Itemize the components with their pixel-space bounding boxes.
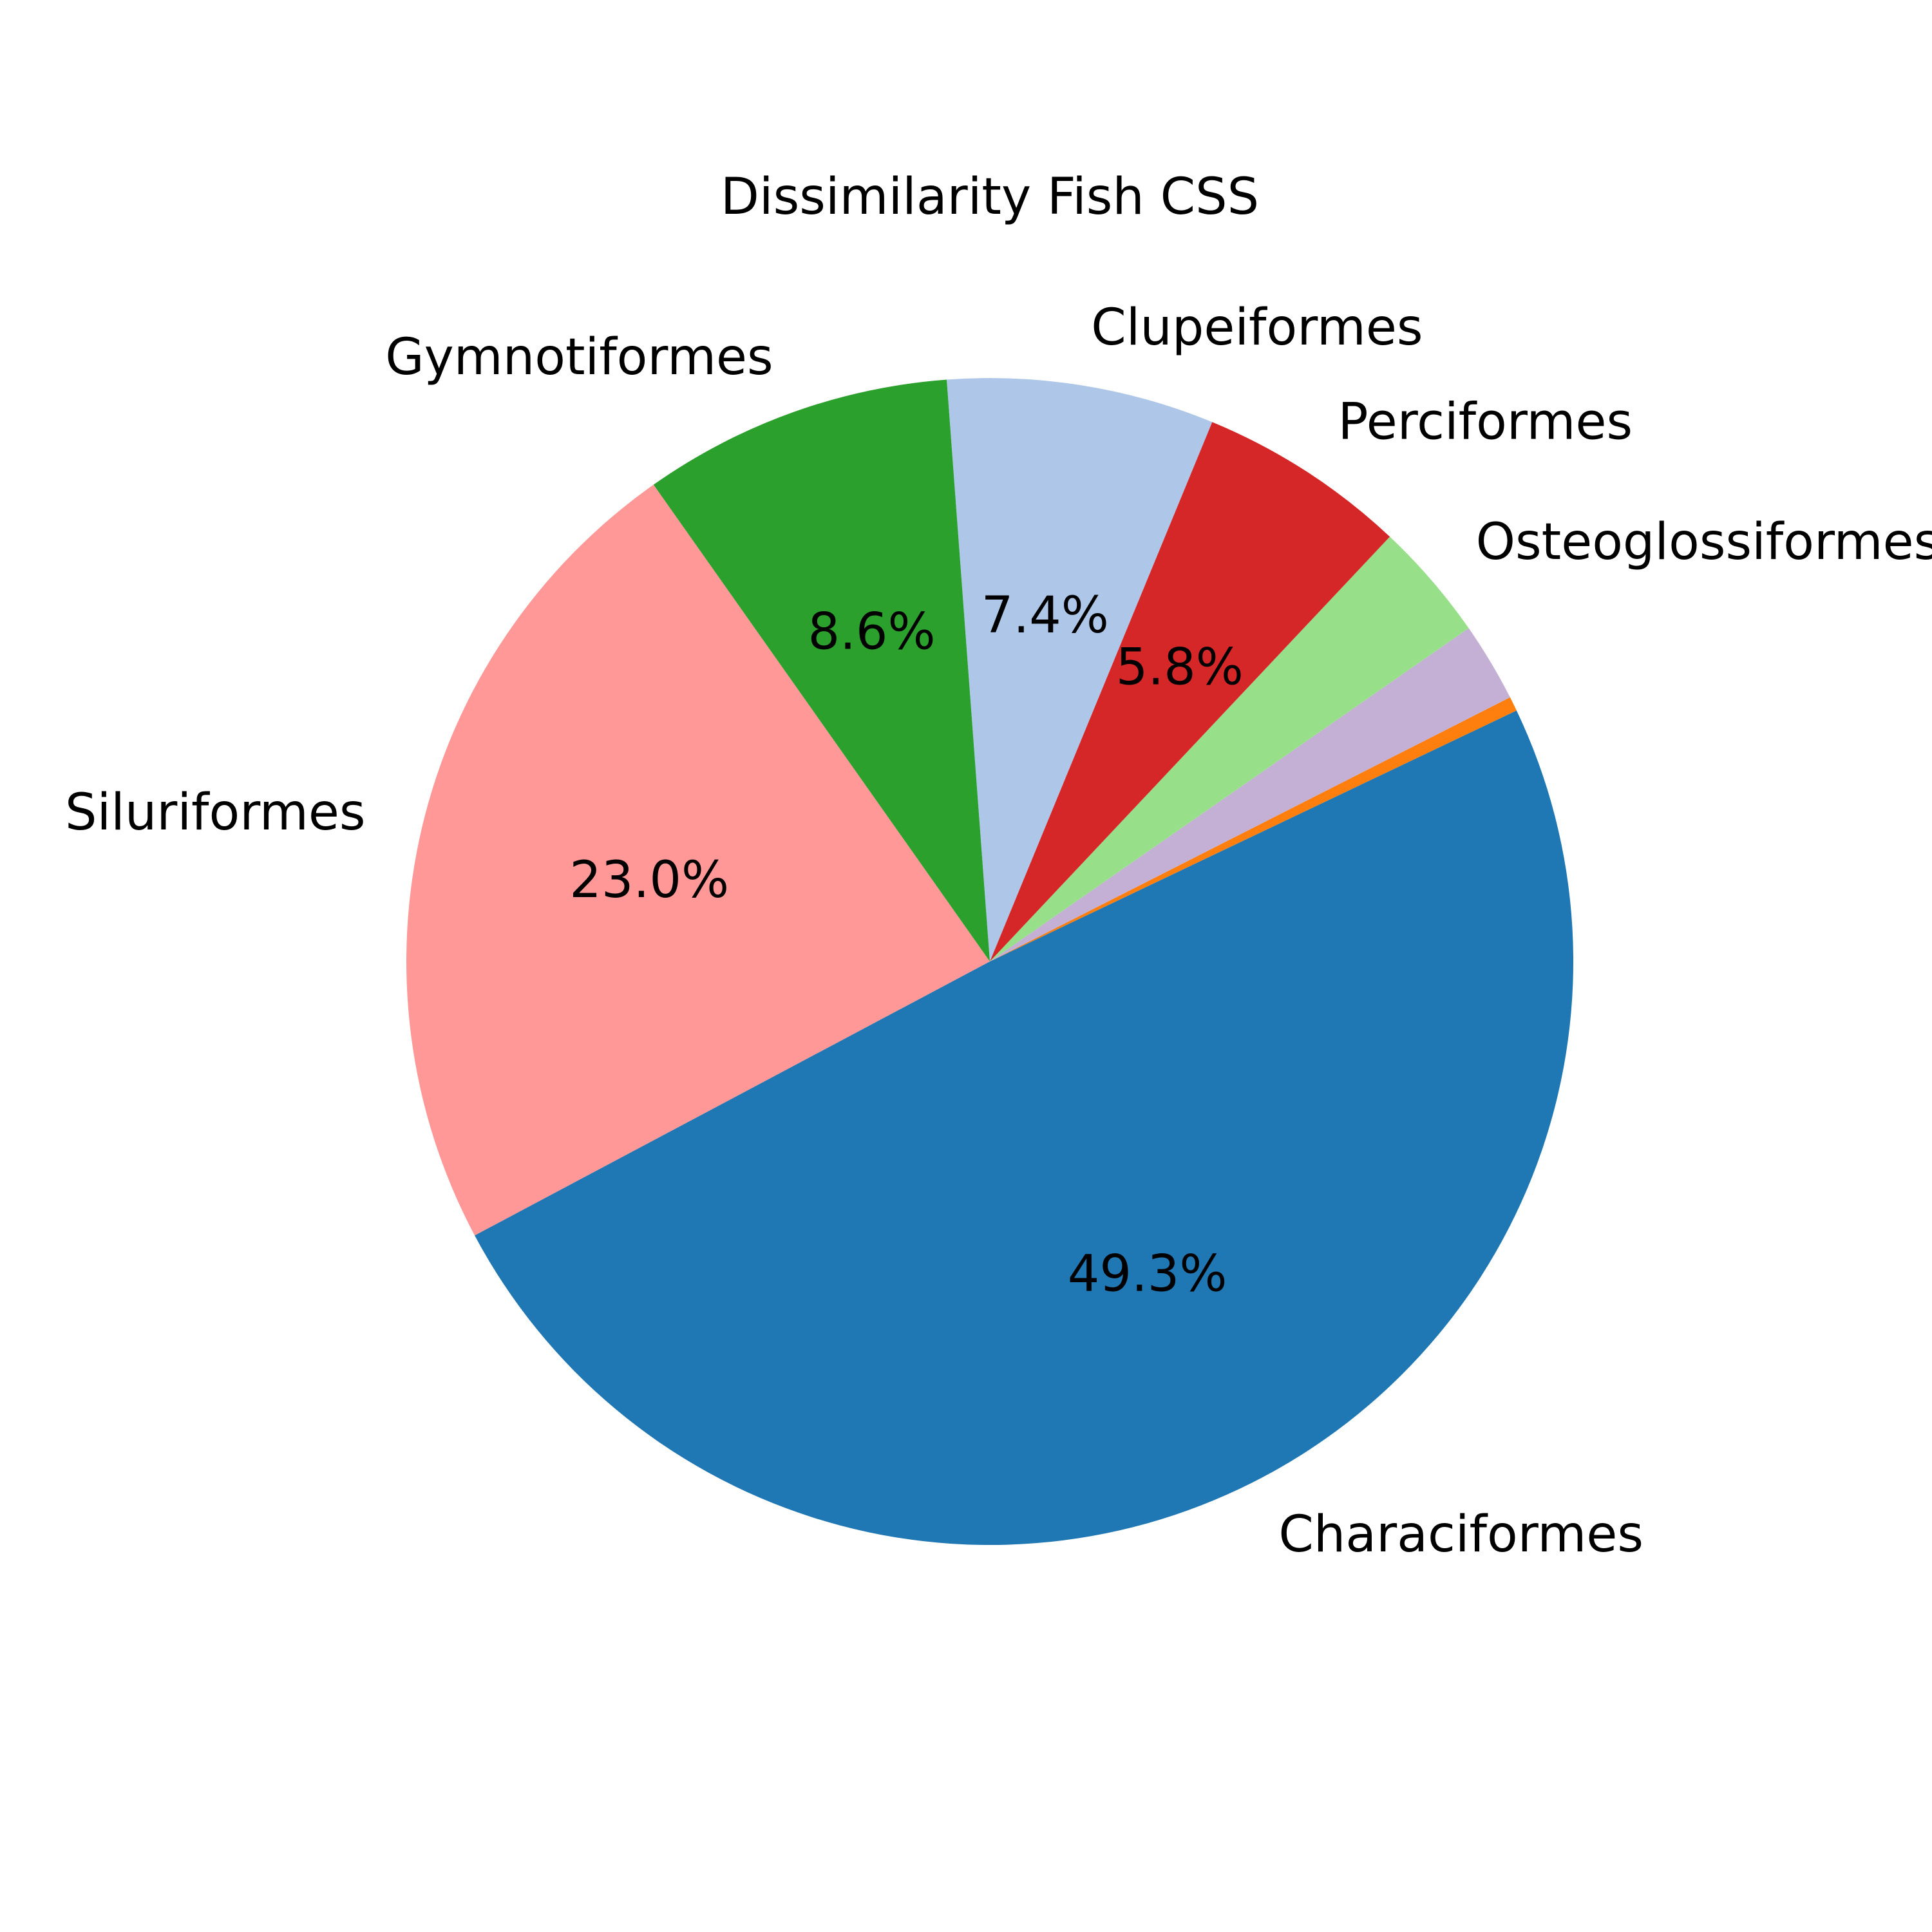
pct-siluriformes: 23.0% <box>569 851 729 909</box>
pct-clupeiformes: 7.4% <box>981 587 1109 645</box>
slice-labels: Characiformes Osteoglossiformes Perciforme… <box>65 299 1932 1564</box>
label-clupeiformes: Clupeiformes <box>1091 299 1423 357</box>
label-siluriformes: Siluriformes <box>65 784 366 842</box>
label-osteoglossiformes: Osteoglossiformes <box>1476 513 1932 571</box>
pct-characiformes: 49.3% <box>1068 1245 1227 1303</box>
slice-clupeiformes <box>947 378 1213 961</box>
pct-gymnotiformes: 8.6% <box>808 603 936 661</box>
percent-labels: 49.3% 5.8%7.4% 8.6% 23.0% <box>569 587 1244 1303</box>
pie-slices <box>406 378 1574 1546</box>
label-characiformes: Characiformes <box>1278 1506 1643 1564</box>
pct-perciformes: 5.8% <box>1116 638 1244 696</box>
slice-gymnotiformes <box>653 379 990 961</box>
label-perciformes: Perciformes <box>1338 393 1633 451</box>
slice-osteoglossiformes <box>990 536 1469 961</box>
slice-unlabeled-1 <box>990 697 1517 961</box>
slice-perciformes <box>990 422 1390 961</box>
label-gymnotiformes: Gymnotiformes <box>385 328 773 386</box>
slice-characiformes <box>475 710 1574 1546</box>
slice-unlabeled-2 <box>990 628 1510 961</box>
chart-title: Dissimilarity Fish CSS <box>721 168 1259 226</box>
slice-siluriformes <box>406 484 990 1236</box>
